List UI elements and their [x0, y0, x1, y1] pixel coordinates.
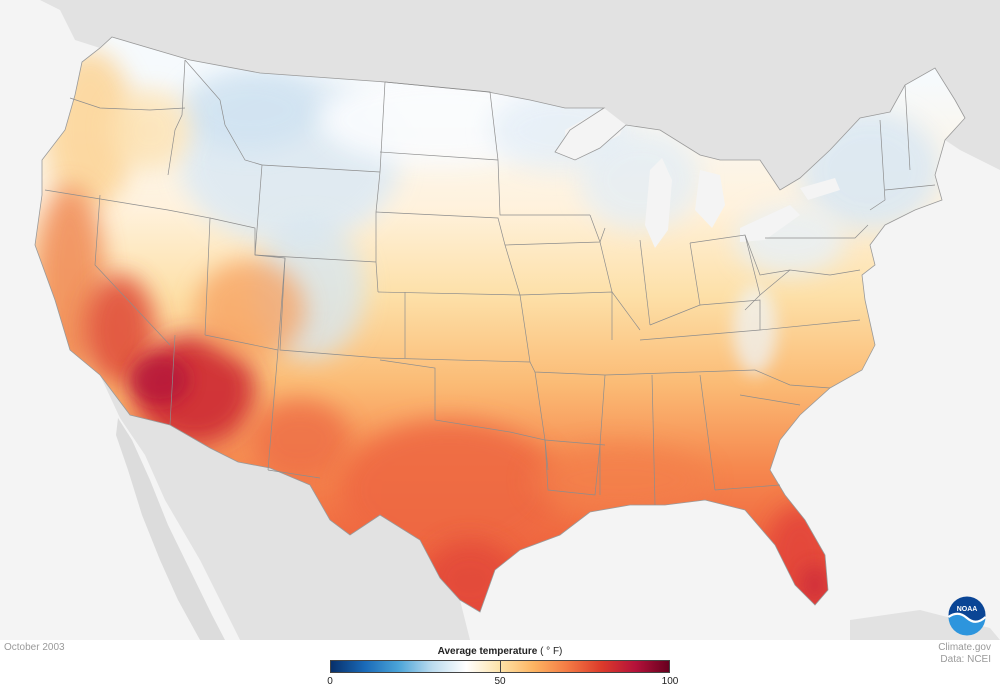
- noaa-logo-text: NOAA: [957, 606, 978, 613]
- legend-tick-label: 0: [327, 676, 333, 687]
- credit-data-source: Data: NCEI: [940, 654, 991, 665]
- legend-unit: ( ° F): [540, 646, 563, 657]
- credit-block: Climate.gov Data: NCEI: [938, 642, 991, 666]
- legend-title: Average temperature ( ° F): [330, 646, 670, 657]
- legend-tick-label: 100: [661, 676, 679, 687]
- legend-title-text: Average temperature: [437, 646, 538, 657]
- legend-tick-mark: [330, 660, 331, 673]
- state-borders: [34, 36, 966, 613]
- map-footer: October 2003 Average temperature ( ° F) …: [0, 640, 1000, 690]
- noaa-logo: NOAA: [947, 596, 987, 636]
- legend-tick-mark: [669, 660, 670, 673]
- legend-tick-label: 50: [494, 676, 506, 687]
- mexico-landmass: [100, 375, 470, 640]
- temperature-map: NOAA: [0, 0, 1000, 640]
- date-label: October 2003: [4, 642, 65, 653]
- canada-landmass: [40, 0, 1000, 190]
- credit-site: Climate.gov: [938, 642, 991, 653]
- legend-tick-mark: [500, 660, 501, 673]
- baja-peninsula: [116, 418, 225, 640]
